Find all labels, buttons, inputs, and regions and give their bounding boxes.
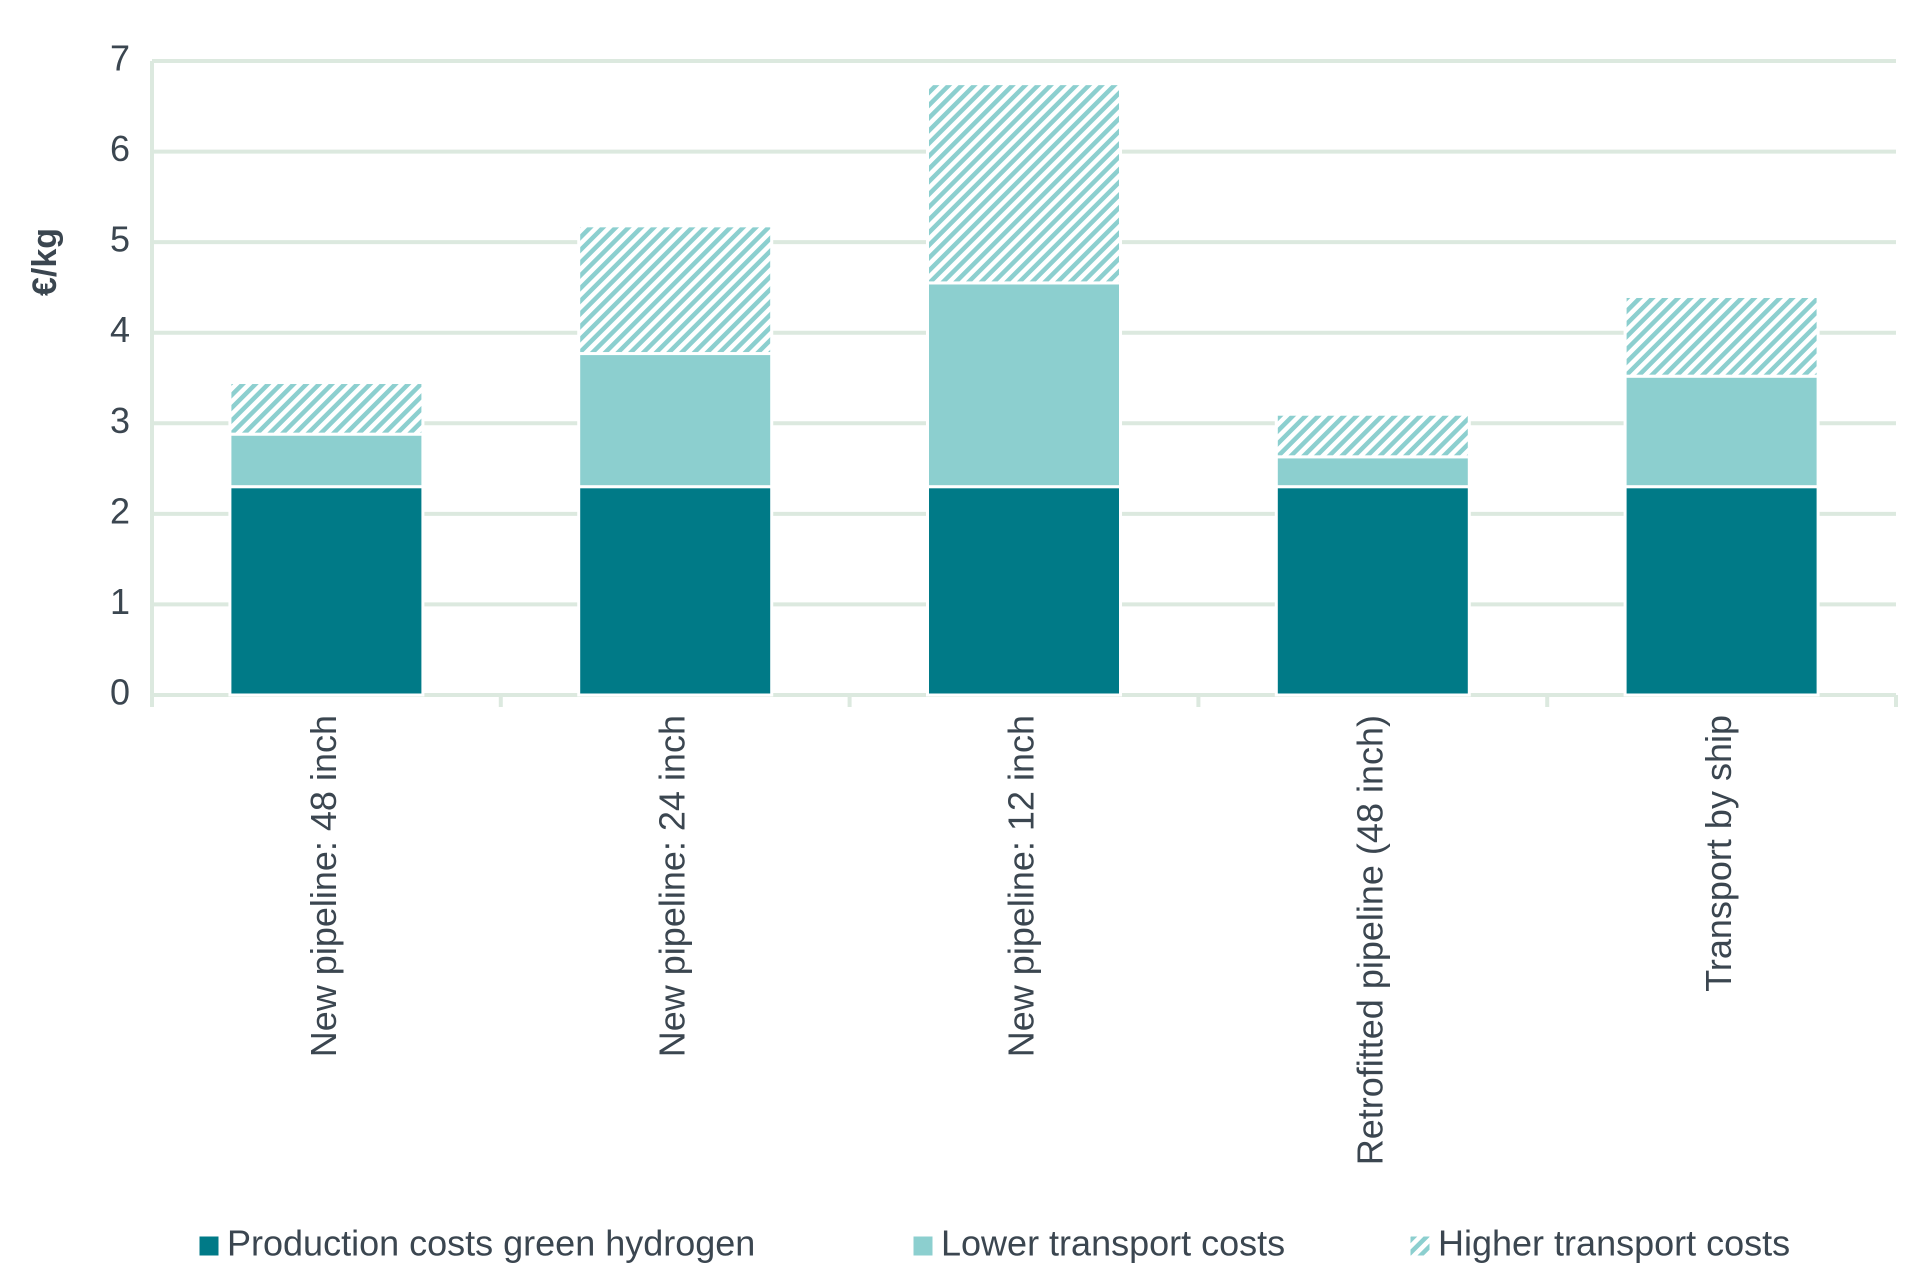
bar-segment [228,381,425,436]
bar-segment [1623,485,1820,697]
y-tick-label: 3 [110,400,130,441]
y-tick-label: 4 [110,309,130,350]
bar-segment [577,352,774,489]
legend-label: Lower transport costs [941,1223,1285,1264]
legend-swatch [198,1235,220,1257]
bar-segment [1274,485,1471,697]
x-tick-label: Retrofitted pipeline (48 inch) [1349,715,1390,1165]
bar-segment [577,224,774,356]
y-tick-label: 2 [110,490,130,531]
bar-segment [577,485,774,697]
bar-segment [1623,294,1820,378]
legend-swatch [912,1235,934,1257]
legend-label: Production costs green hydrogen [227,1223,755,1264]
y-tick-label: 6 [110,128,130,169]
y-tick-label: 0 [110,672,130,713]
bar-segment [1623,374,1820,489]
y-axis-label: €/kg [26,228,64,296]
bar-segment [926,485,1122,697]
x-tick-label: New pipeline: 12 inch [1001,715,1042,1057]
bar-segment [1274,412,1471,459]
y-tick-label: 7 [110,38,130,79]
bar-segment [1274,455,1471,489]
y-tick-label: 5 [110,219,130,260]
bar-segment [926,281,1122,489]
bar-segment [228,485,425,697]
y-tick-label: 1 [110,581,130,622]
legend-swatch [1409,1235,1431,1257]
x-tick-label: Transport by ship [1698,715,1739,992]
bar-segment [228,432,425,489]
x-tick-label: New pipeline: 24 inch [652,715,693,1057]
bar-segment [926,82,1122,285]
legend-label: Higher transport costs [1438,1223,1790,1264]
x-tick-label: New pipeline: 48 inch [303,715,344,1057]
